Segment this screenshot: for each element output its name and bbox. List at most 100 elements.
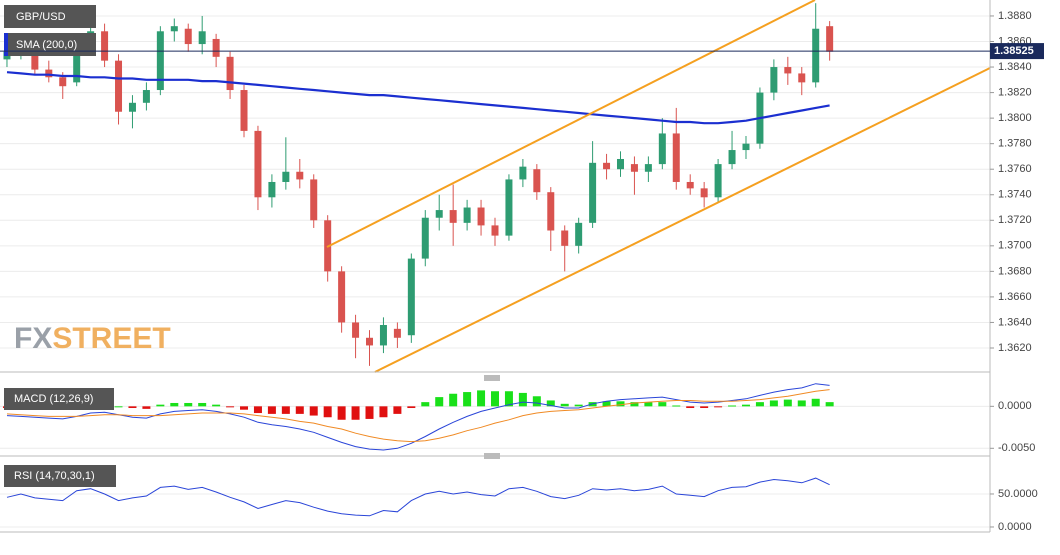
histogram-bar — [616, 401, 625, 407]
candle-body — [198, 31, 206, 45]
histogram-bar — [449, 393, 458, 407]
histogram-bar — [184, 402, 193, 407]
y-tick-label: 1.3880 — [998, 10, 1032, 22]
watermark: FXSTREET — [14, 322, 171, 355]
candle-body — [128, 102, 136, 112]
sma-label[interactable]: SMA (200,0) — [16, 39, 77, 51]
candle-body — [519, 166, 527, 180]
candle-body — [561, 230, 569, 246]
histogram-bar — [267, 406, 276, 414]
histogram-bar — [686, 406, 695, 409]
y-tick-label: 1.3660 — [998, 291, 1032, 303]
candle-body — [435, 210, 443, 218]
candle-body — [463, 207, 471, 223]
histogram-bar — [769, 400, 778, 407]
candle-body — [338, 271, 346, 323]
histogram-bar — [532, 396, 541, 407]
candle-body — [212, 38, 220, 57]
y-tick-label: 1.3780 — [998, 138, 1032, 150]
rsi-label[interactable]: RSI (14,70,30,1) — [14, 470, 95, 482]
series-line — [6, 477, 830, 517]
candle-body — [714, 164, 722, 198]
histogram-bar — [323, 406, 332, 418]
y-tick-label: 1.3760 — [998, 163, 1032, 175]
candle-body — [505, 179, 513, 236]
histogram-bar — [672, 405, 681, 407]
candle-body — [603, 162, 611, 170]
candle-body — [686, 181, 694, 189]
histogram-bar — [212, 404, 221, 407]
histogram-bar — [198, 402, 207, 407]
histogram-bar — [644, 402, 653, 407]
watermark-fx: FX — [14, 322, 52, 355]
candle-body — [156, 31, 164, 91]
histogram-bar — [477, 390, 486, 407]
candle-body — [491, 225, 499, 236]
histogram-bar — [407, 406, 416, 409]
histogram-bar — [658, 402, 667, 407]
candle-body — [101, 31, 109, 61]
candle-body — [616, 158, 624, 170]
histogram-bar — [630, 402, 639, 407]
histogram-bar — [379, 406, 388, 418]
histogram-bar — [114, 406, 123, 408]
candle-body — [31, 46, 39, 70]
y-tick-label: 1.3740 — [998, 189, 1032, 201]
histogram-bar — [755, 402, 764, 407]
histogram-bar — [351, 406, 360, 420]
candle-body — [366, 337, 374, 346]
histogram-bar — [463, 392, 472, 407]
histogram-bar — [825, 402, 834, 407]
histogram-bar — [504, 391, 513, 407]
histogram-bar — [811, 398, 820, 407]
histogram-bar — [170, 402, 179, 407]
histogram-bar — [560, 403, 569, 407]
y-tick-label: 1.3620 — [998, 342, 1032, 354]
histogram-bar — [142, 406, 151, 409]
candle-body — [826, 26, 834, 52]
histogram-bar — [337, 406, 346, 420]
label-box — [4, 33, 96, 56]
candle-body — [658, 133, 666, 165]
macd-label[interactable]: MACD (12,26,9) — [14, 393, 93, 405]
candle-body — [240, 90, 248, 131]
candle-body — [142, 90, 150, 103]
histogram-bar — [295, 406, 304, 414]
histogram-bar — [491, 391, 499, 407]
candle-body — [547, 192, 555, 231]
candle-body — [742, 143, 750, 151]
y-tick-label: 0.0000 — [998, 400, 1032, 412]
candle-body — [352, 322, 360, 338]
y-tick-label: -0.0050 — [998, 442, 1035, 454]
candle-body — [589, 162, 597, 223]
series-line — [6, 71, 830, 125]
histogram-bar — [421, 402, 430, 407]
channel-upper — [326, 0, 816, 248]
label-box — [4, 5, 96, 28]
y-tick-label: 1.3840 — [998, 61, 1032, 73]
sma-swatch — [4, 33, 8, 56]
candle-body — [282, 171, 290, 182]
histogram-bar — [253, 406, 262, 414]
candle-body — [784, 67, 792, 74]
last-price-label: 1.38525 — [994, 45, 1034, 57]
histogram-bar — [365, 406, 374, 419]
histogram-bar — [309, 406, 318, 416]
y-tick-label: 1.3680 — [998, 265, 1032, 277]
candle-body — [644, 164, 652, 172]
histogram-bar — [128, 406, 137, 409]
candle-body — [812, 28, 820, 83]
histogram-bar — [741, 404, 750, 407]
histogram-bar — [700, 406, 709, 409]
resize-handle[interactable] — [484, 453, 500, 459]
candle-body — [393, 328, 401, 338]
candle-body — [630, 164, 638, 172]
candle-body — [407, 258, 415, 336]
watermark-street: STREET — [52, 322, 170, 355]
resize-handle[interactable] — [484, 375, 500, 381]
candle-body — [184, 28, 192, 45]
histogram-bar — [435, 397, 444, 407]
histogram-bar — [546, 400, 555, 407]
